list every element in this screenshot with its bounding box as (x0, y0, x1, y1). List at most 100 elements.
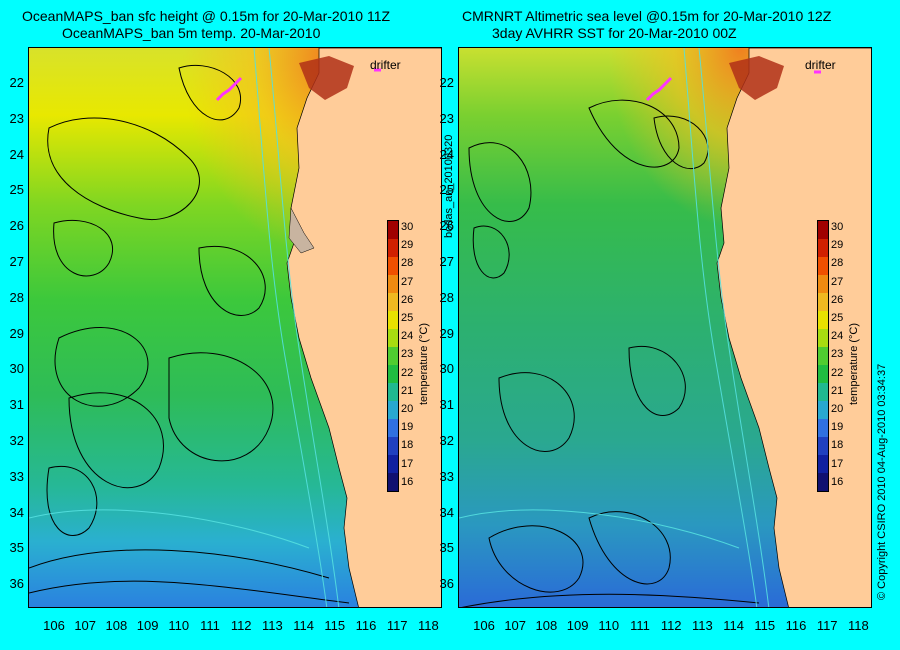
colorbar-tick-left: 21 (401, 384, 414, 397)
colorbar-tick-left: 23 (401, 348, 414, 361)
lat-label-left: 34 (9, 504, 24, 520)
lon-label-right: 115 (754, 618, 776, 633)
lon-label-left: 112 (230, 618, 252, 633)
left-drifter-label: drifter (370, 58, 401, 72)
lat-label-right: 30 (439, 361, 454, 377)
lon-label-left: 106 (43, 618, 65, 633)
lon-label-right: 106 (473, 618, 495, 633)
lat-label-right: 23 (439, 110, 454, 126)
colorbar-tick-left: 30 (401, 221, 414, 233)
right-title-line2: 3day AVHRR SST for 20-Mar-2010 00Z (492, 25, 737, 41)
colorbar-tick-right: 24 (831, 330, 844, 343)
lat-label-left: 32 (9, 433, 24, 448)
colorbar-tick-right: 19 (831, 421, 844, 434)
lat-label-left: 31 (9, 397, 24, 413)
colorbar-tick-right: 16 (831, 475, 844, 488)
lon-label-right: 113 (692, 618, 713, 633)
lon-label-right: 117 (816, 618, 838, 633)
copyright-label: © Copyright CSIRO 2010 04-Aug-2010 03:34… (876, 363, 888, 600)
colorbar-tick-right: 22 (831, 366, 844, 379)
left-title-line2: OceanMAPS_ban 5m temp. 20-Mar-2010 (62, 25, 321, 41)
lon-label-right: 109 (566, 618, 589, 633)
land-mass (286, 48, 441, 607)
lon-label-right: 107 (504, 618, 527, 633)
lat-label-left: 30 (9, 361, 24, 377)
colorbar-tick-left: 26 (401, 293, 414, 306)
colorbar-tick-left: 17 (401, 457, 414, 470)
lat-label-left: 25 (9, 182, 24, 198)
right-map-canvas (459, 48, 871, 607)
left-map-canvas (29, 48, 441, 607)
lon-label-left: 116 (355, 618, 377, 633)
colorbar-tick-right: 28 (831, 257, 844, 270)
lon-label-right: 118 (848, 618, 869, 633)
left-map-panel (28, 47, 442, 608)
lat-label-left: 22 (9, 75, 24, 90)
left-colorbar-title: temperature (°C) (418, 322, 430, 405)
lon-label-left: 109 (136, 618, 159, 633)
lat-label-right: 27 (439, 254, 454, 269)
drifter-track (645, 76, 673, 102)
lon-label-left: 110 (168, 618, 190, 633)
lon-label-right: 116 (785, 618, 807, 633)
right-colorbar-title: temperature (°C) (848, 322, 860, 405)
lat-label-right: 32 (439, 433, 454, 448)
colorbar-tick-left: 28 (401, 257, 414, 270)
lon-label-left: 118 (418, 618, 439, 633)
right-drifter-label: drifter (805, 58, 836, 72)
lat-label-left: 29 (9, 325, 24, 341)
lat-label-right: 26 (439, 218, 454, 234)
lon-label-left: 114 (293, 618, 314, 633)
lon-label-right: 108 (535, 618, 558, 633)
lon-label-right: 114 (723, 618, 744, 633)
colorbar-tick-right: 23 (831, 348, 844, 361)
lon-label-left: 113 (262, 618, 283, 633)
colorbar-tick-right: 26 (831, 293, 844, 306)
land-mass (716, 48, 871, 607)
lon-label-left: 117 (386, 618, 408, 633)
sea-level-contours (461, 99, 760, 607)
lat-label-right: 22 (439, 75, 454, 90)
colorbar-tick-right: 18 (831, 439, 844, 452)
lat-label-left: 23 (9, 110, 24, 126)
lat-label-left: 26 (9, 218, 24, 234)
right-title-line1: CMRNRT Altimetric sea level @0.15m for 2… (462, 8, 832, 24)
colorbar-tick-left: 16 (401, 475, 414, 488)
lat-label-right: 31 (439, 397, 454, 413)
lat-label-left: 33 (9, 468, 24, 484)
drifter-track (215, 76, 243, 102)
colorbar-tick-right: 20 (831, 403, 844, 415)
colorbar-tick-left: 19 (401, 421, 414, 434)
lon-label-right: 112 (660, 618, 682, 633)
right-map-panel (458, 47, 872, 608)
lat-label-left: 24 (9, 146, 24, 162)
lon-label-left: 108 (105, 618, 128, 633)
lat-label-right: 24 (439, 146, 454, 162)
colorbar-tick-left: 29 (401, 239, 414, 252)
lat-label-right: 33 (439, 468, 454, 484)
colorbar-tick-left: 18 (401, 439, 414, 452)
colorbar-tick-right: 29 (831, 239, 844, 252)
colorbar-tick-right: 27 (831, 275, 844, 288)
colorbar-tick-left: 25 (401, 312, 414, 324)
colorbar-tick-right: 25 (831, 312, 844, 324)
colorbar-tick-right: 30 (831, 221, 844, 233)
colorbar-tick-right: 21 (831, 384, 844, 397)
lat-label-right: 29 (439, 325, 454, 341)
lat-label-right: 34 (439, 504, 454, 520)
lat-label-left: 36 (9, 576, 24, 592)
lat-label-right: 36 (439, 576, 454, 592)
left-title-line1: OceanMAPS_ban sfc height @ 0.15m for 20-… (22, 8, 391, 24)
colorbar (817, 220, 829, 492)
lat-label-right: 25 (439, 182, 454, 198)
lat-label-left: 35 (9, 540, 24, 556)
lon-label-right: 111 (630, 618, 650, 633)
colorbar-tick-left: 27 (401, 275, 414, 288)
lon-label-left: 107 (74, 618, 97, 633)
colorbar-tick-left: 24 (401, 330, 414, 343)
lat-label-right: 35 (439, 540, 454, 556)
colorbar (387, 220, 399, 492)
lon-label-left: 111 (200, 618, 220, 633)
colorbar-tick-right: 17 (831, 457, 844, 470)
lon-label-right: 110 (598, 618, 620, 633)
